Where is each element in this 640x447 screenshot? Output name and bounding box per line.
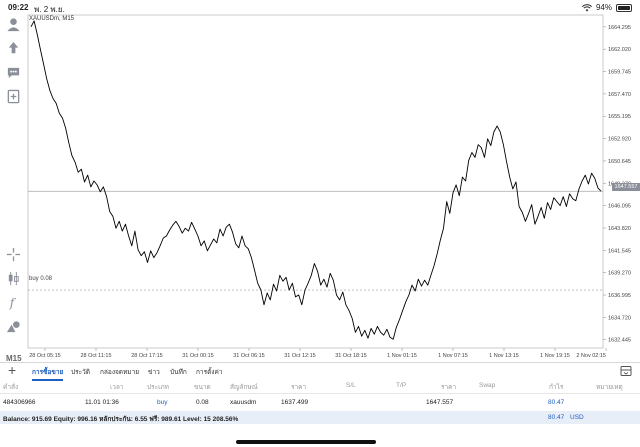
col-size: ขนาด [194,384,211,391]
y-tick-label: 1655.195 [608,114,631,120]
tab-trade[interactable]: การซื้อขาย [32,369,64,381]
x-tick-label: 2 Nov 02:15 [576,353,606,359]
svg-text:f: f [9,296,17,310]
cell-symbol: xauusdm [230,399,257,406]
col-time: เวลา [110,384,124,391]
price-chart[interactable]: 1664.295 1662.020 1659.745 1657.470 1655.195… [27,14,640,362]
y-tick-label: 1639.270 [608,271,631,277]
col-type: ประเภท [147,384,169,391]
chart-toolbar: f [0,14,27,354]
wifi-icon [581,3,592,11]
account-icon[interactable] [5,16,22,33]
x-tick-label: 1 Nov 13:15 [489,353,519,359]
y-tick-label: 1646.095 [608,204,631,210]
x-tick-label: 1 Nov 01:15 [387,353,417,359]
y-tick-label: 1634.720 [608,315,631,321]
add-icon[interactable]: + [8,362,17,378]
y-tick-label: 1643.820 [608,226,631,232]
y-tick-label: 1659.745 [608,70,631,76]
y-tick-label: 1632.445 [608,338,631,344]
chart-symbol-title: XAUUSDm, M15 [29,16,75,22]
y-tick-label: 1641.545 [608,248,631,254]
y-tick-label: 1650.645 [608,159,631,165]
status-date: พ. 2 พ.ย. [34,5,65,14]
x-tick-label: 1 Nov 19:15 [540,353,570,359]
cell-profit: 80.47 [548,399,565,406]
battery-percent: 94% [595,3,612,12]
x-tick-label: 31 Oct 06:15 [233,353,265,359]
tab-history[interactable]: ประวัติ [71,369,90,376]
y-tick-label: 1657.470 [608,92,631,98]
tab-news[interactable]: ข่าว [148,369,160,376]
trade-icon[interactable] [5,40,22,57]
col-profit: กำไร [549,384,564,391]
cell-order: 484306966 [3,399,36,406]
candlestick-icon[interactable] [5,270,22,287]
col-tp: T/P [396,382,407,389]
y-tick-label: 1664.295 [608,25,631,31]
balance-bar: Balance: 915.69 Equity: 996.16 หลักประกั… [0,411,640,424]
col-order: คำสั่ง [3,384,19,391]
col-current-price: ราคา [441,384,457,391]
total-profit: 80.47 [548,414,565,421]
chart-canvas: 1664.295 1662.020 1659.745 1657.470 1655.195… [27,14,631,359]
cell-type: buy [157,399,168,406]
status-right: 94% [581,3,632,12]
price-series-line [30,20,602,340]
x-tick-label: 31 Oct 00:15 [182,353,214,359]
tab-mailbox[interactable]: กล่องจดหมาย [100,369,140,376]
status-time: 09:22 [8,3,29,12]
cell-current-price: 1647.557 [426,399,454,406]
timeframe-button[interactable]: M15 [6,354,22,363]
table-header: คำสั่ง เวลา ประเภท ขนาด สัญลักษณ์ ราคา S… [0,378,640,394]
new-order-icon[interactable] [5,88,22,105]
y-tick-label: 1652.920 [608,137,631,143]
y-tick-label: 1662.020 [608,47,631,53]
col-swap: Swap [479,382,496,389]
crosshair-icon[interactable] [5,246,22,263]
col-comment: หมายเหตุ [596,384,623,391]
x-tick-label: 28 Oct 05:15 [29,353,61,359]
x-tick-label: 31 Oct 18:15 [335,353,367,359]
cell-price: 1637.499 [281,399,309,406]
order-line-label: buy 0.08 [29,276,53,282]
chat-icon[interactable] [5,64,22,81]
tab-journal[interactable]: บันทึก [170,369,187,376]
status-bar: 09:22 พ. 2 พ.ย. 94% [0,0,640,14]
y-tick-label: 1636.995 [608,293,631,299]
cell-time: 11.01 01:36 [85,399,119,406]
x-tick-label: 28 Oct 17:15 [131,353,163,359]
panel-toggle-icon[interactable] [620,365,632,377]
x-tick-label: 31 Oct 12:15 [284,353,316,359]
home-indicator [236,440,376,444]
terminal-tabs: + การซื้อขาย ประวัติ กล่องจดหมาย ข่าว บั… [0,362,640,381]
indicators-icon[interactable]: f [5,294,22,311]
current-price-badge: 1647.557 [612,183,640,191]
objects-icon[interactable] [5,318,22,335]
x-tick-label: 1 Nov 07:15 [438,353,468,359]
battery-icon [616,3,632,12]
tab-settings[interactable]: การตั้งค่า [196,369,223,376]
col-sl: S/L [346,382,356,389]
account-currency: USD [570,414,584,421]
balance-summary: Balance: 915.69 Equity: 996.16 หลักประกั… [3,416,239,423]
col-symbol: สัญลักษณ์ [230,384,258,391]
plot-frame [27,14,604,349]
col-price: ราคา [291,384,307,391]
x-tick-label: 28 Oct 11:15 [80,353,111,359]
table-row[interactable]: 484306966 11.01 01:36 buy 0.08 xauusdm 1… [0,396,640,412]
cell-size: 0.08 [196,399,209,406]
